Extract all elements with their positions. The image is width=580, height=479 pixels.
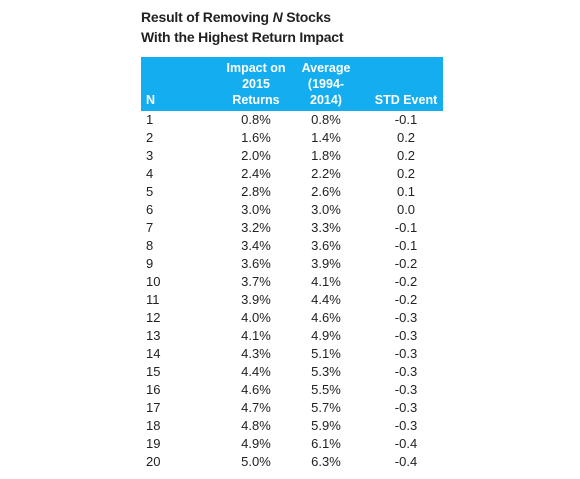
table-cell: 12 [146, 310, 161, 325]
table-cell: 14 [146, 346, 161, 361]
table-cell: 2.6% [311, 184, 341, 199]
table-cell: 4.4% [311, 292, 341, 307]
header-cell: Impact on 2015 Returns [226, 60, 285, 108]
table-cell: 3.4% [241, 238, 271, 253]
table-header: N Impact on 2015 Returns Average (1994- 2014) S… [141, 57, 443, 111]
table-cell: 4.0% [241, 310, 271, 325]
table-cell: 0.8% [241, 112, 271, 127]
table-cell: 18 [146, 418, 161, 433]
table-cell: -0.4 [394, 436, 418, 451]
table-cell: 3.6% [311, 238, 341, 253]
table-cell: 1.8% [311, 148, 341, 163]
table-cell: 9 [146, 256, 154, 271]
table-cell: 6 [146, 202, 154, 217]
table-cell: -0.3 [394, 400, 418, 415]
table-cell: 13 [146, 328, 161, 343]
table-cell: 5.9% [311, 418, 341, 433]
table-cell: 5.0% [241, 454, 271, 469]
table-cell: 3.6% [241, 256, 271, 271]
table-cell: 10 [146, 274, 161, 289]
table-cell: 3.9% [311, 256, 341, 271]
table-cell: 3.9% [241, 292, 271, 307]
table-cell: 4.9% [241, 436, 271, 451]
title-line-2: With the Highest Return Impact [141, 29, 344, 45]
table-cell: -0.3 [394, 310, 418, 325]
table-cell: 1.4% [311, 130, 341, 145]
table-cell: 4.4% [241, 364, 271, 379]
table-cell: -0.2 [394, 292, 418, 307]
table-cell: 4.6% [241, 382, 271, 397]
table-cell: 11 [146, 292, 160, 307]
table-cell: 2.0% [241, 148, 271, 163]
table-cell: 0.2 [396, 130, 416, 145]
header-line: N [146, 93, 156, 107]
table-cell: 5 [146, 184, 154, 199]
table-cell: 1.6% [241, 130, 271, 145]
table-cell: 3.3% [311, 220, 341, 235]
table-cell: 4.1% [241, 328, 271, 343]
header-line: Average [301, 61, 351, 75]
table-cell: -0.3 [394, 328, 418, 343]
title-text: Stocks [286, 9, 331, 25]
table-cell: 4.9% [311, 328, 341, 343]
table-cell: 0.0 [396, 202, 416, 217]
table-cell: 19 [146, 436, 161, 451]
header-cell: Average (1994- 2014) [302, 60, 351, 108]
table-cell: 20 [146, 454, 161, 469]
table-cell: 6.1% [311, 436, 341, 451]
table-cell: 8 [146, 238, 154, 253]
header-line: Impact on [226, 61, 286, 75]
table-cell: -0.2 [394, 274, 418, 289]
table-cell: -0.2 [394, 256, 418, 271]
table-cell: 2.8% [241, 184, 271, 199]
table-cell: -0.3 [394, 418, 418, 433]
table-cell: 2 [146, 130, 154, 145]
table-cell: -0.3 [394, 364, 418, 379]
table-cell: 3.0% [311, 202, 341, 217]
table-cell: -0.3 [394, 382, 418, 397]
table-cell: 0.2 [396, 148, 416, 163]
title-text: Result of Removing [141, 9, 269, 25]
header-cell: N [146, 92, 155, 108]
table-cell: 0.8% [311, 112, 341, 127]
table-cell: 4.8% [241, 418, 271, 433]
table-cell: 2.2% [311, 166, 341, 181]
table-cell: -0.3 [394, 346, 418, 361]
header-line: STD Event [374, 93, 438, 107]
table-cell: 5.5% [311, 382, 341, 397]
table-cell: 4.1% [311, 274, 341, 289]
table-cell: 7 [146, 220, 154, 235]
table-cell: 3 [146, 148, 154, 163]
header-cell: STD Event [375, 92, 438, 108]
table-cell: 4.3% [241, 346, 271, 361]
header-line: (1994- [307, 77, 345, 91]
table-cell: 5.1% [311, 346, 341, 361]
table-cell: 17 [146, 400, 161, 415]
table-cell: 4.6% [311, 310, 341, 325]
title-line-1: Result of Removing N Stocks [141, 9, 331, 25]
table-cell: 5.3% [311, 364, 341, 379]
table-cell: 3.7% [241, 274, 271, 289]
table-cell: 15 [146, 364, 161, 379]
table-cell: 5.7% [311, 400, 341, 415]
table-cell: -0.1 [394, 220, 418, 235]
table-cell: 0.2 [396, 166, 416, 181]
header-line: 2014) [310, 93, 342, 107]
table-cell: 3.0% [241, 202, 271, 217]
table-cell: -0.1 [394, 238, 418, 253]
header-line: 2015 [242, 77, 270, 91]
table-cell: 1 [146, 112, 154, 127]
table-cell: -0.1 [394, 112, 418, 127]
title-italic: N [272, 9, 283, 25]
table-cell: 2.4% [241, 166, 271, 181]
table-cell: 3.2% [241, 220, 271, 235]
header-line: Returns [232, 93, 280, 107]
table-cell: 6.3% [311, 454, 341, 469]
table-cell: 4 [146, 166, 154, 181]
table-cell: -0.4 [394, 454, 418, 469]
table-cell: 0.1 [396, 184, 416, 199]
table-cell: 16 [146, 382, 161, 397]
table-cell: 4.7% [241, 400, 271, 415]
